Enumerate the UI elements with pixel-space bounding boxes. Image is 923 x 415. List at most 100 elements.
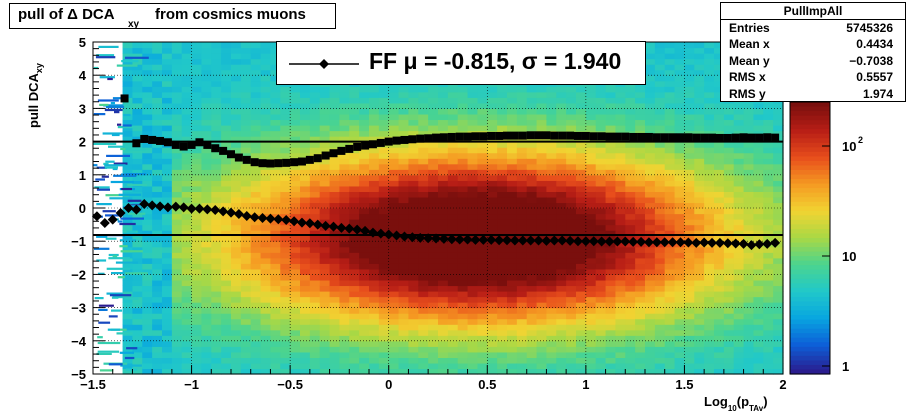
heatmap-cell [349,291,360,298]
heatmap-cell [704,86,715,93]
heatmap-cell [93,164,98,167]
heatmap-cell [773,191,784,198]
heatmap-cell [615,235,626,242]
heatmap-cell [516,180,528,187]
heatmap-cell [664,285,676,292]
heatmap-cell [398,241,410,248]
heatmap-cell [201,346,212,353]
heatmap-cell [378,357,390,364]
heatmap-cell [105,106,125,109]
heatmap-cell [329,291,341,298]
heatmap-cell [704,152,715,159]
heatmap-cell [497,119,508,126]
heatmap-cell [753,268,764,275]
square-marker [329,149,338,158]
heatmap-cell [645,208,656,215]
heatmap-cell [536,202,548,209]
heatmap-cell [290,296,301,303]
heatmap-cell [763,163,774,170]
heatmap-cell [359,241,370,248]
heatmap-cell [122,279,134,287]
heatmap-cell [546,213,557,220]
heatmap-cell [250,368,262,375]
heatmap-cell [556,252,567,259]
heatmap-cell [171,208,183,215]
heatmap-cell [763,296,774,303]
heatmap-cell [723,169,735,176]
heatmap-cell [546,274,557,281]
heatmap-cell [319,86,331,93]
heatmap-cell [181,257,193,264]
heatmap-cell [546,313,557,320]
heatmap-cell [753,335,764,342]
heatmap-cell [152,268,163,275]
heatmap-cell [536,302,548,309]
chart-title: pull of Δ DCA xy from cosmics muons [9,3,336,30]
heatmap-cell [408,102,419,109]
heatmap-cell [585,213,597,220]
heatmap-cell [753,174,764,181]
heatmap-cell [290,97,301,104]
heatmap-cell [260,274,272,281]
heatmap-cell [625,119,636,126]
heatmap-cell [585,329,597,336]
heatmap-cell [181,185,193,192]
heatmap-cell [122,318,134,325]
heatmap-cell [733,296,745,303]
heatmap-cell [714,185,725,192]
heatmap-cell [162,119,173,126]
heatmap-cell [329,169,341,176]
heatmap-cell [714,163,725,170]
heatmap-cell [753,329,764,336]
heatmap-cell [753,113,764,121]
heatmap-cell [447,213,459,220]
heatmap-cell [231,169,242,176]
heatmap-cell [566,362,577,370]
heatmap-cell [152,357,163,364]
heatmap-cell [329,86,341,93]
heatmap-cell [270,91,281,98]
square-marker [676,133,685,142]
heatmap-cell [369,368,380,375]
heatmap-cell [329,113,341,121]
heatmap-cell [477,324,488,331]
heatmap-cell [408,268,419,275]
heatmap-cell [526,296,538,303]
heatmap-cell [585,185,597,192]
heatmap-cell [162,180,173,187]
heatmap-cell [309,318,321,325]
heatmap-cell [260,191,272,198]
heatmap-cell [714,307,725,314]
heatmap-cell [585,324,597,331]
heatmap-cell [280,230,291,237]
heatmap-cell [290,318,301,325]
heatmap-cell [585,362,597,370]
heatmap-cell [743,163,755,170]
heatmap-cell [142,125,153,132]
heatmap-cell [152,80,163,87]
colorbar-segment [790,238,830,244]
colorbar-segment [790,301,830,307]
heatmap-cell [605,274,617,281]
diamond-marker [210,204,221,215]
heatmap-cell [339,279,350,287]
heatmap-cell [635,346,646,353]
heatmap-cell [388,196,400,204]
heatmap-cell [733,302,745,309]
heatmap-cell [694,196,705,204]
heatmap-cell [576,285,587,292]
heatmap-cell [487,296,498,303]
heatmap-cell [714,224,725,231]
diamond-marker [391,230,402,241]
heatmap-cell [487,219,498,226]
heatmap-cell [635,86,646,93]
heatmap-cell [674,362,686,370]
heatmap-cell [704,97,715,104]
heatmap-cell [398,268,410,275]
heatmap-cell [418,196,429,204]
heatmap-cell [753,252,764,259]
square-marker [392,136,401,145]
heatmap-cell [714,75,725,82]
heatmap-cell [674,152,686,159]
heatmap-cell [270,235,281,242]
